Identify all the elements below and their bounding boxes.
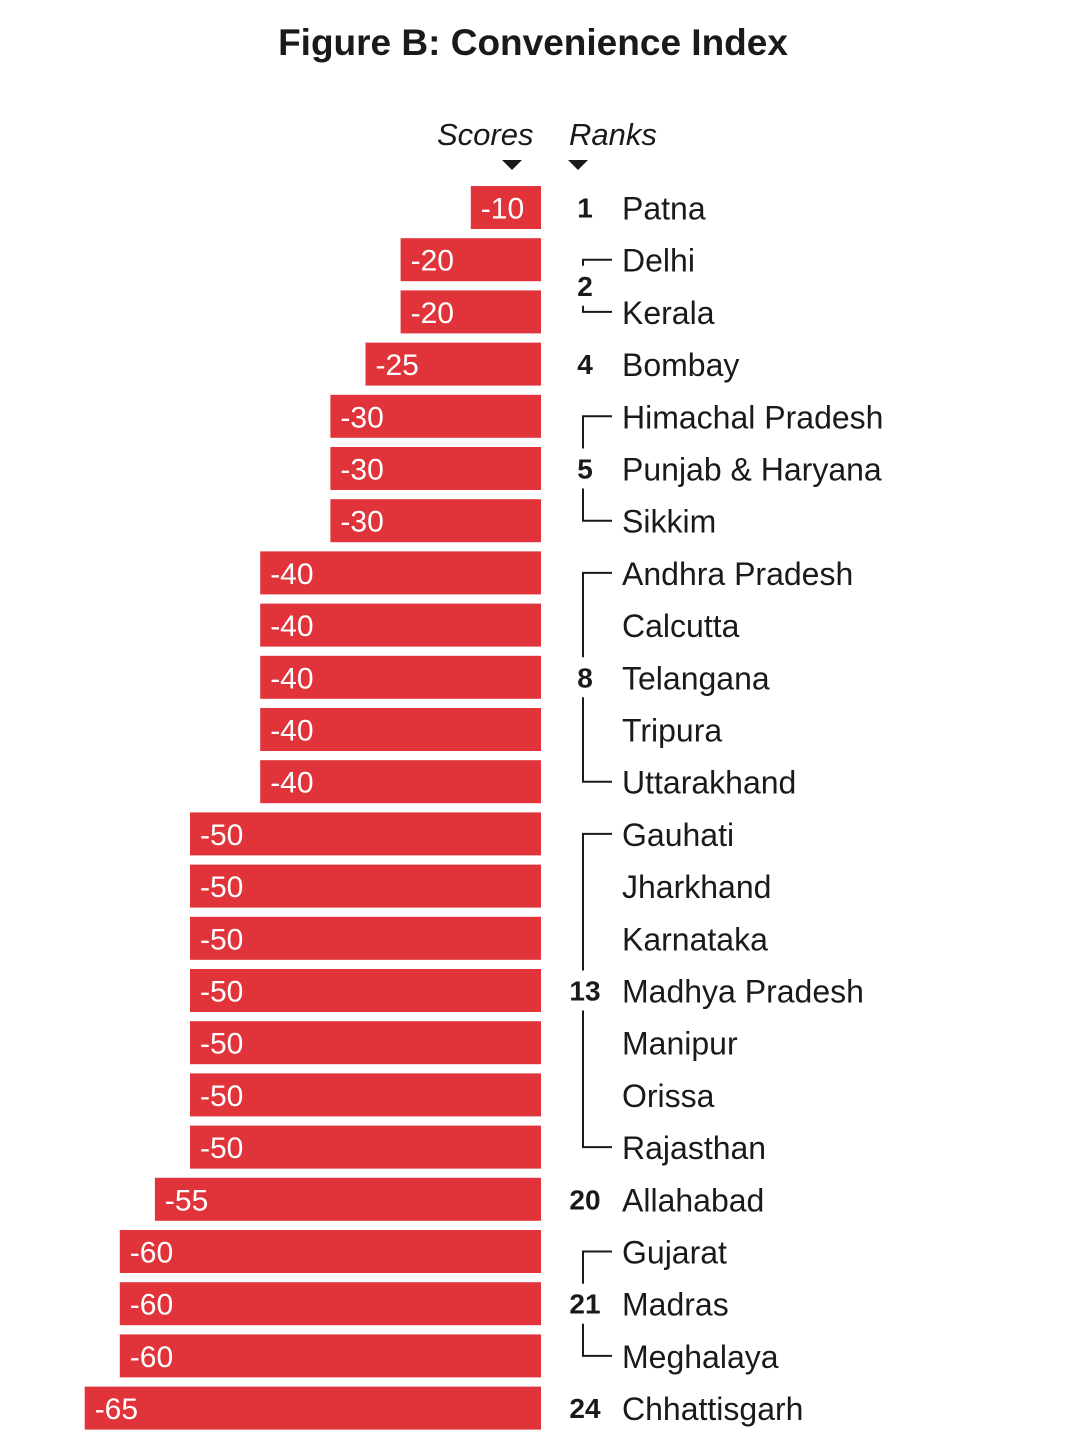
score-bar	[190, 1073, 541, 1117]
score-label: -30	[340, 401, 383, 434]
score-label: -20	[411, 297, 454, 330]
score-bar	[330, 447, 541, 490]
score-bar	[260, 708, 541, 751]
region-label: Delhi	[622, 243, 695, 279]
region-label: Sikkim	[622, 504, 716, 540]
score-label: -50	[200, 923, 243, 956]
score-label: -50	[200, 1132, 243, 1165]
region-label: Uttarakhand	[622, 765, 796, 801]
score-label: -10	[481, 193, 524, 226]
rank-bracket-top	[582, 415, 612, 449]
rank-bracket-top	[582, 258, 612, 266]
score-label: -50	[200, 871, 243, 904]
rank-number: 4	[577, 349, 593, 380]
rank-bracket-bottom	[582, 305, 612, 313]
score-label: -25	[376, 349, 419, 382]
score-label: -30	[340, 454, 383, 487]
region-label: Gauhati	[622, 817, 734, 853]
score-label: -40	[270, 662, 313, 695]
region-label: Jharkhand	[622, 869, 771, 905]
rank-number: 13	[569, 976, 600, 1007]
score-bar	[190, 1021, 541, 1065]
score-bar	[119, 1334, 542, 1378]
region-label: Madhya Pradesh	[622, 974, 864, 1010]
score-bar	[119, 1230, 542, 1273]
score-label: -60	[130, 1237, 173, 1270]
score-bar	[470, 186, 541, 229]
scores-arrow-icon	[502, 160, 522, 170]
score-bar	[190, 864, 541, 908]
rank-bracket-bottom	[582, 697, 612, 783]
rank-number: 21	[569, 1289, 600, 1320]
score-bar	[260, 551, 541, 595]
region-label: Tripura	[622, 713, 722, 749]
score-label: -40	[270, 610, 313, 643]
region-label: Manipur	[622, 1026, 738, 1062]
rank-number: 24	[569, 1393, 601, 1424]
score-label: -40	[270, 767, 313, 800]
region-label: Karnataka	[622, 921, 768, 957]
score-label: -55	[165, 1184, 208, 1217]
rank-number: 1	[577, 193, 593, 224]
rank-bracket-top	[582, 832, 612, 971]
score-label: -60	[130, 1289, 173, 1322]
score-bar	[190, 969, 541, 1012]
ranks-arrow-icon	[568, 160, 588, 170]
score-bar	[154, 1177, 541, 1221]
region-label: Madras	[622, 1287, 729, 1323]
score-bar	[84, 1386, 541, 1430]
score-label: -40	[270, 558, 313, 591]
region-label: Rajasthan	[622, 1130, 766, 1166]
chart-title: Figure B: Convenience Index	[278, 22, 788, 63]
region-label: Bombay	[622, 347, 739, 383]
ranks-header: Ranks	[569, 117, 657, 152]
score-bar	[190, 812, 541, 856]
rank-bracket-bottom	[582, 1010, 612, 1149]
region-label: Chhattisgarh	[622, 1391, 803, 1427]
score-bar	[330, 394, 541, 438]
score-label: -60	[130, 1341, 173, 1374]
region-label: Meghalaya	[622, 1339, 779, 1375]
region-label: Punjab & Haryana	[622, 452, 882, 488]
score-label: -30	[340, 506, 383, 539]
score-bar	[190, 1125, 541, 1169]
score-label: -40	[270, 715, 313, 748]
region-label: Himachal Pradesh	[622, 399, 883, 435]
score-bar	[119, 1282, 542, 1326]
region-label: Gujarat	[622, 1235, 727, 1271]
score-label: -20	[411, 245, 454, 278]
score-label: -50	[200, 819, 243, 852]
score-bar	[260, 655, 541, 699]
region-label: Telangana	[622, 660, 770, 696]
region-label: Calcutta	[622, 608, 740, 644]
rank-bracket-bottom	[582, 488, 612, 522]
score-label: -50	[200, 976, 243, 1009]
region-label: Andhra Pradesh	[622, 556, 853, 592]
region-label: Allahabad	[622, 1182, 764, 1218]
score-bar	[330, 499, 541, 543]
rank-number: 20	[569, 1184, 600, 1215]
score-bar	[260, 603, 541, 647]
rank-number: 5	[577, 454, 593, 485]
scores-header: Scores	[437, 117, 534, 152]
rank-number: 2	[577, 271, 593, 302]
score-label: -50	[200, 1080, 243, 1113]
score-bar	[260, 760, 541, 804]
score-bar	[400, 238, 541, 282]
region-label: Kerala	[622, 295, 715, 331]
score-label: -50	[200, 1028, 243, 1061]
score-bar	[190, 916, 541, 960]
rank-bracket-top	[582, 571, 612, 658]
score-bar	[365, 342, 541, 386]
rank-number: 8	[577, 662, 593, 693]
score-label: -65	[95, 1393, 138, 1426]
region-label: Orissa	[622, 1078, 715, 1114]
score-bar	[400, 290, 541, 334]
region-label: Patna	[622, 191, 706, 227]
rank-bracket-top	[582, 1250, 612, 1284]
rank-bracket-bottom	[582, 1323, 612, 1357]
